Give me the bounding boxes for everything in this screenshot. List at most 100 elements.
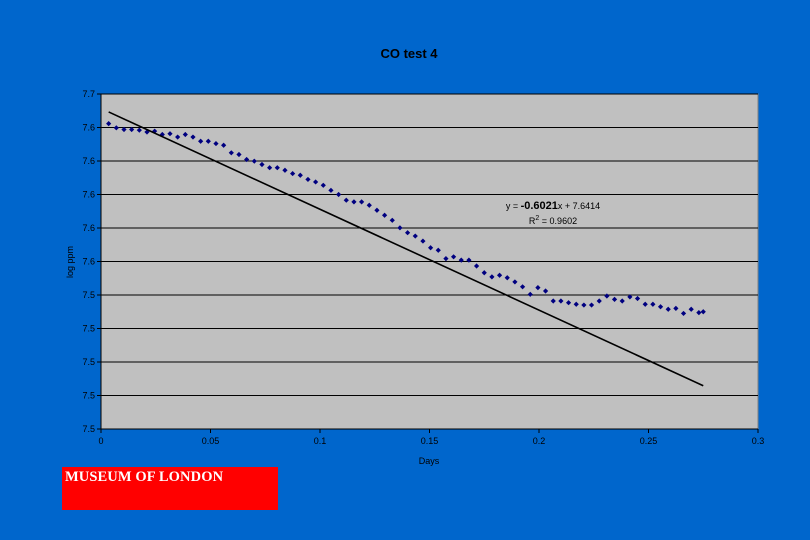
data-point bbox=[290, 170, 296, 177]
data-point bbox=[182, 131, 188, 138]
trendline bbox=[108, 111, 704, 387]
data-point bbox=[336, 191, 342, 198]
data-point bbox=[627, 294, 633, 300]
y-axis-title: log ppm bbox=[65, 246, 75, 278]
data-point bbox=[251, 158, 257, 164]
data-point bbox=[527, 291, 533, 297]
data-point bbox=[366, 202, 372, 208]
data-point bbox=[700, 309, 706, 315]
trendline-equation: y = -0.6021x + 7.6414 bbox=[506, 200, 600, 212]
y-tick-label: 7.7 bbox=[82, 89, 95, 99]
data-point bbox=[389, 217, 395, 223]
equation-slope: -0.6021 bbox=[521, 200, 558, 212]
equation-suffix: x + 7.6414 bbox=[558, 201, 600, 211]
y-tick-label: 7.5 bbox=[82, 391, 95, 401]
data-point bbox=[550, 298, 556, 304]
data-point bbox=[443, 256, 449, 262]
data-point bbox=[190, 134, 196, 140]
x-axis-title: Days bbox=[419, 456, 440, 466]
y-axis-ticks: 7.5 7.5 7.5 7.5 7.5 7.6 7.6 7.6 7.6 7.6 7.7 bbox=[82, 89, 101, 434]
data-points bbox=[106, 121, 706, 317]
data-point bbox=[167, 131, 173, 137]
data-point bbox=[198, 138, 204, 144]
x-tick-label: 0.05 bbox=[202, 436, 220, 446]
data-point bbox=[435, 247, 441, 253]
data-point bbox=[489, 274, 495, 280]
y-tick-label: 7.6 bbox=[82, 123, 95, 133]
data-point bbox=[619, 298, 625, 304]
data-point bbox=[481, 270, 487, 276]
data-point bbox=[282, 167, 288, 173]
data-point bbox=[259, 161, 265, 168]
data-point bbox=[297, 172, 303, 178]
data-point bbox=[136, 127, 142, 133]
data-point bbox=[665, 306, 671, 312]
y-tick-label: 7.5 bbox=[82, 290, 95, 300]
y-tick-label: 7.6 bbox=[82, 156, 95, 166]
data-point bbox=[205, 138, 211, 144]
x-tick-label: 0 bbox=[98, 436, 103, 446]
chart-title: CO test 4 bbox=[380, 46, 438, 61]
museum-logo-text: MUSEUM OF LONDON bbox=[65, 469, 224, 485]
data-point bbox=[542, 288, 549, 294]
r2-superscript: 2 bbox=[535, 215, 539, 222]
data-point bbox=[121, 126, 127, 133]
data-point bbox=[657, 304, 664, 310]
equation-prefix: y = bbox=[506, 201, 521, 211]
y-tick-label: 7.5 bbox=[82, 324, 95, 334]
data-point bbox=[359, 199, 365, 205]
data-point bbox=[274, 165, 280, 171]
data-point bbox=[688, 306, 694, 312]
data-point bbox=[113, 125, 119, 131]
data-point bbox=[512, 279, 518, 285]
data-point bbox=[496, 272, 503, 278]
data-point bbox=[588, 302, 595, 308]
data-point bbox=[604, 293, 610, 299]
data-point bbox=[351, 199, 357, 205]
data-point bbox=[106, 121, 112, 127]
r2-value: = 0.9602 bbox=[539, 216, 577, 226]
data-point bbox=[412, 233, 418, 239]
y-tick-label: 7.6 bbox=[82, 223, 95, 233]
data-point bbox=[267, 165, 273, 171]
data-point bbox=[397, 225, 403, 231]
data-point bbox=[696, 309, 702, 316]
r2-label: R bbox=[529, 216, 536, 226]
x-tick-label: 0.15 bbox=[421, 436, 439, 446]
data-point bbox=[504, 275, 510, 281]
data-point bbox=[129, 126, 135, 133]
data-point bbox=[642, 301, 648, 307]
data-point bbox=[175, 134, 181, 140]
data-point bbox=[328, 187, 334, 193]
museum-logo: MUSEUM OF LONDON bbox=[62, 467, 278, 510]
x-tick-label: 0.2 bbox=[533, 436, 546, 446]
data-point bbox=[596, 298, 602, 304]
data-point bbox=[236, 151, 242, 158]
data-point bbox=[305, 176, 311, 183]
data-point bbox=[611, 296, 618, 302]
data-point bbox=[213, 140, 219, 147]
data-point bbox=[244, 156, 250, 163]
trendline-r-squared: R2 = 0.9602 bbox=[529, 215, 577, 226]
x-tick-label: 0.3 bbox=[752, 436, 765, 446]
data-point bbox=[313, 179, 319, 185]
x-axis-ticks: 0 0.05 0.1 0.15 0.2 0.25 0.3 bbox=[98, 429, 764, 446]
data-point bbox=[374, 207, 380, 213]
data-point bbox=[581, 302, 587, 308]
data-point bbox=[228, 150, 234, 156]
data-point bbox=[427, 245, 434, 251]
data-point bbox=[680, 310, 687, 317]
y-tick-label: 7.5 bbox=[82, 424, 95, 434]
data-point bbox=[458, 257, 464, 263]
data-point bbox=[473, 263, 480, 269]
data-point bbox=[673, 305, 679, 311]
data-point bbox=[221, 142, 227, 148]
data-point bbox=[650, 301, 656, 307]
data-point bbox=[558, 298, 564, 304]
data-point bbox=[320, 182, 326, 188]
data-point bbox=[573, 301, 579, 307]
y-tick-label: 7.6 bbox=[82, 257, 95, 267]
data-point bbox=[466, 257, 472, 263]
data-point bbox=[519, 284, 526, 290]
x-tick-label: 0.25 bbox=[640, 436, 658, 446]
